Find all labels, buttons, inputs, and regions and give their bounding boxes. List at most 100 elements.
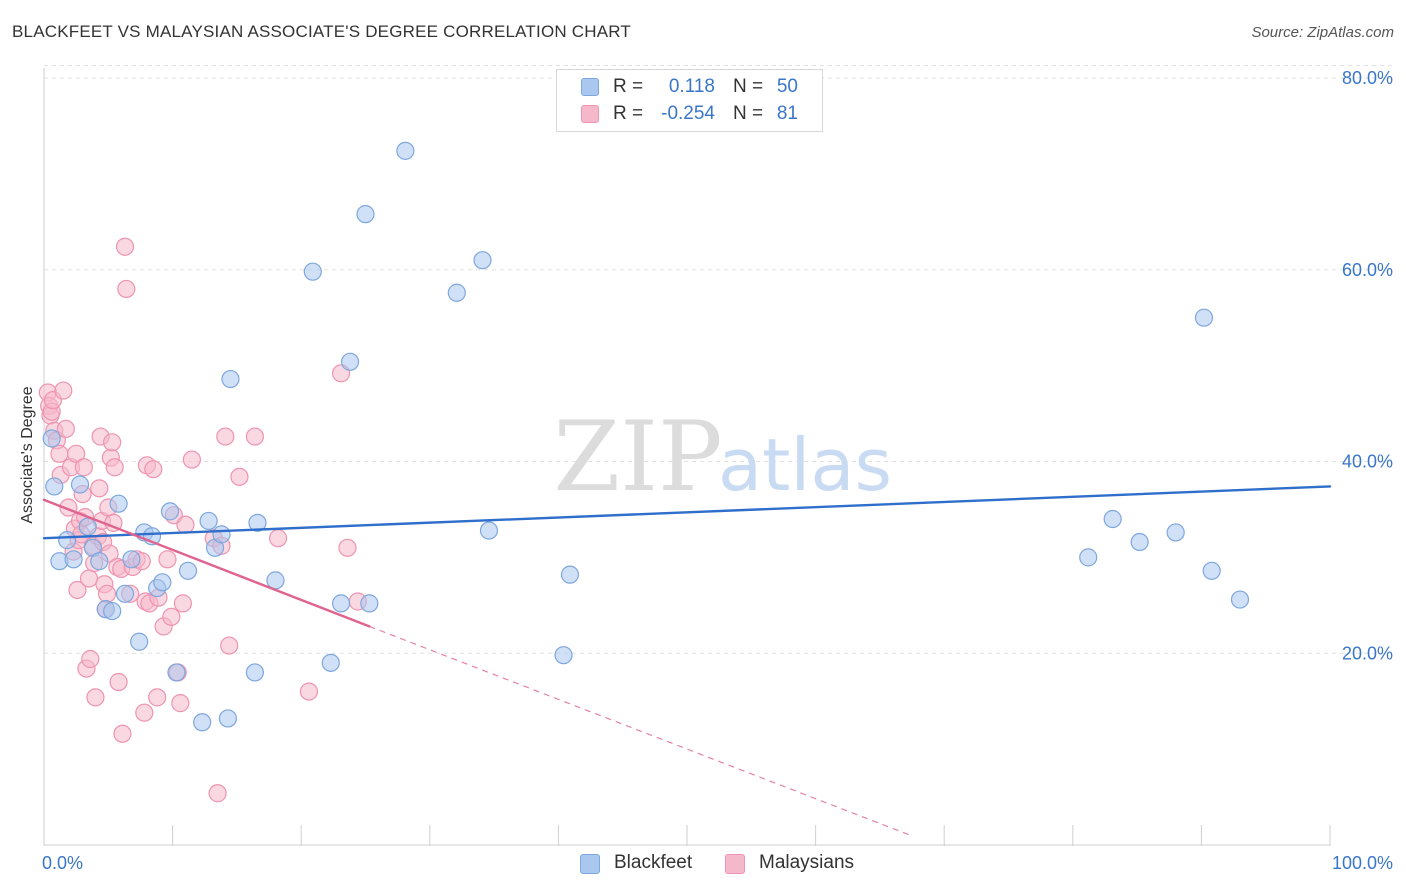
blackfeet-point (303, 262, 322, 281)
malaysians-point (113, 724, 132, 743)
watermark-atlas: atlas (718, 423, 892, 507)
malaysians-point (176, 515, 195, 534)
blackfeet-point (1103, 509, 1122, 529)
malaysians-point (54, 381, 73, 400)
blackfeet-point (218, 709, 237, 728)
blackfeet-trend-line (42, 485, 1332, 540)
stats-swatch-blackfeet (581, 78, 599, 96)
blackfeet-point (1130, 532, 1149, 552)
malaysians-point (81, 649, 100, 669)
watermark-zip: ZIP (553, 401, 722, 513)
blackfeet-point (212, 525, 231, 544)
legend-swatch-blackfeet (580, 854, 600, 874)
malaysians-point (268, 529, 288, 548)
malaysians-point (182, 450, 201, 469)
blackfeet-point (122, 550, 141, 569)
blackfeet-point (1166, 523, 1185, 542)
malaysians-point (245, 427, 265, 446)
blackfeet-point (473, 251, 492, 270)
malaysians-trend-line (42, 498, 371, 628)
blackfeet-point (153, 573, 172, 592)
blackfeet-point (167, 663, 186, 682)
malaysians-point (109, 672, 128, 692)
n-label: N = (733, 76, 764, 97)
blackfeet-point (356, 205, 375, 224)
malaysians-point (162, 607, 181, 626)
legend-label-malaysians: Malaysians (759, 852, 855, 873)
blackfeet-point (245, 663, 265, 682)
blackfeet-point (321, 653, 340, 672)
malaysians-point (90, 479, 109, 498)
malaysians-point (338, 538, 357, 557)
stats-row-blackfeet: R = 0.118 N = 50 (557, 74, 822, 100)
blackfeet-point (396, 141, 415, 160)
malaysians-point (86, 688, 105, 707)
malaysians-point (79, 569, 99, 588)
blackfeet-point (103, 601, 122, 621)
r-value: -0.254 (661, 103, 715, 124)
blackfeet-point (560, 565, 580, 584)
watermark: ZIP atlas (553, 401, 892, 513)
n-value: 50 (776, 76, 798, 97)
malaysians-point (144, 460, 163, 479)
y-tick-label: 20.0% (1342, 643, 1393, 663)
malaysians-point (105, 458, 124, 477)
gridlines (44, 65, 1394, 654)
y-tick-label: 60.0% (1342, 260, 1393, 280)
malaysians-point (299, 682, 319, 701)
malaysians-point (68, 580, 87, 600)
malaysians-point (171, 694, 190, 713)
blackfeet-point (193, 713, 212, 732)
malaysians-point (74, 458, 93, 477)
stats-box: R = 0.118 N = 50 R = -0.254 N = 81 (556, 69, 823, 132)
blackfeet-point (130, 632, 149, 651)
malaysians-point (67, 444, 86, 463)
blackfeet-point (70, 475, 90, 494)
trend-lines (42, 485, 1332, 836)
stats-row-malaysians: R = -0.254 N = 81 (557, 101, 822, 127)
malaysians-point (97, 584, 117, 603)
blackfeet-point (178, 561, 198, 580)
blackfeet-point (1230, 590, 1250, 609)
n-value: 81 (776, 103, 798, 124)
blackfeet-point (109, 494, 128, 513)
blackfeet-point (554, 646, 573, 665)
blackfeet-point (78, 517, 97, 536)
y-tick-label: 40.0% (1342, 452, 1393, 472)
y-tick-label: 80.0% (1342, 68, 1393, 88)
legend-swatch-malaysians (725, 854, 745, 874)
malaysians-point (103, 433, 122, 452)
blackfeet-point (248, 513, 267, 532)
data-points (38, 141, 1250, 803)
blackfeet-point (160, 502, 180, 521)
blackfeet-point (447, 283, 466, 302)
blackfeet-point (199, 511, 218, 531)
malaysians-point (220, 636, 239, 655)
blackfeet-point (1079, 548, 1098, 567)
malaysians-point (56, 419, 75, 439)
r-label: R = (613, 76, 644, 97)
blackfeet-point (90, 552, 109, 571)
malaysians-point (216, 427, 235, 446)
blackfeet-point (1202, 561, 1221, 580)
blackfeet-point (64, 550, 83, 569)
blackfeet-point (1194, 308, 1214, 327)
malaysians-point (115, 237, 135, 256)
axes (43, 68, 1331, 846)
r-value: 0.118 (668, 76, 715, 97)
blackfeet-point (221, 369, 240, 389)
blackfeet-point (42, 429, 61, 448)
malaysians-point (208, 784, 227, 803)
blackfeet-point (340, 352, 360, 371)
x-tick-label: 100.0% (1332, 853, 1393, 873)
malaysians-point (173, 594, 192, 613)
chart-title: BLACKFEET VS MALAYSIAN ASSOCIATE'S DEGRE… (12, 22, 632, 41)
x-tick-label: 0.0% (42, 853, 83, 873)
malaysians-point (50, 444, 69, 463)
blackfeet-point (331, 594, 351, 613)
malaysians-point (148, 688, 167, 707)
blackfeet-point (115, 584, 135, 603)
blackfeet-point (58, 531, 77, 550)
tick-labels: 20.0% 40.0% 60.0% 80.0% 0.0% 100.0% (42, 68, 1393, 873)
